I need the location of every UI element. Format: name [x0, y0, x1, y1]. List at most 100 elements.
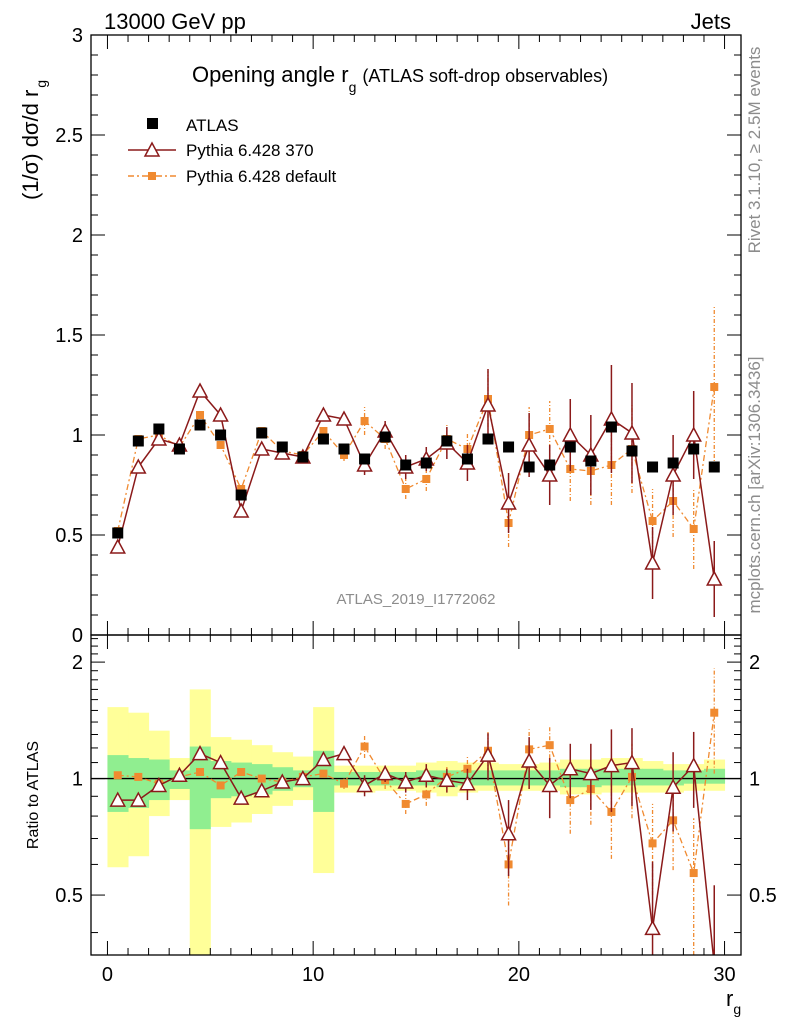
atlas-point: [688, 443, 700, 455]
ratio-p370-point: [664, 778, 682, 794]
x-tick-label: 10: [302, 964, 324, 986]
ratio-p370-point: [109, 791, 126, 807]
uncertainty-band-inner: [107, 755, 129, 812]
ratio-pdef-point: [566, 796, 575, 805]
analysis-watermark: ATLAS_2019_I1772062: [336, 591, 495, 608]
pdef-point: [422, 475, 431, 483]
title-rest: (ATLAS soft-drop observables): [362, 66, 608, 86]
ratio-pdef-point: [134, 772, 143, 781]
ratio-pdef-point: [710, 708, 719, 717]
ratio-p370-point: [232, 789, 250, 805]
atlas-point: [441, 435, 453, 447]
atlas-point: [317, 433, 329, 445]
ratio-y-tick-label-left: 1: [72, 769, 83, 791]
y-tick-label: 2.5: [55, 125, 83, 147]
ratio-p370-point: [541, 776, 558, 793]
category-label: Jets: [691, 9, 731, 34]
ratio-pdef-point: [340, 779, 349, 788]
pdef-point: [689, 525, 698, 533]
y-tick-label-zero: 0: [72, 625, 83, 647]
atlas-point: [523, 461, 535, 473]
pdef-point: [360, 417, 369, 425]
x-tick-label: 30: [713, 964, 735, 986]
ratio-pdef-point: [196, 767, 205, 776]
ratio-pdef-point: [237, 767, 246, 776]
ratio-p370-point: [171, 766, 188, 783]
legend-label-p370: Pythia 6.428 370: [186, 141, 314, 160]
legend-label-atlas: ATLAS: [186, 116, 239, 135]
ratio-p370-point: [294, 769, 312, 786]
ratio-p370-point: [685, 757, 702, 773]
atlas-point: [605, 421, 617, 433]
ratio-pdef-point: [216, 781, 225, 790]
ratio-plot: 0.5 0.51 12 20 10 20 30: [55, 634, 777, 986]
p370-point: [520, 436, 538, 452]
main-ylabel: (1/σ) dσ/d r g: [18, 80, 49, 200]
ratio-p370-point: [479, 746, 497, 762]
p370-point: [335, 410, 353, 426]
uncertainty-band-inner: [210, 761, 232, 799]
pdef-point: [237, 485, 246, 493]
pdef-point: [545, 425, 554, 433]
p370-point: [500, 494, 517, 510]
legend: ATLAS Pythia 6.428 370 Pythia 6.428 defa…: [128, 116, 337, 186]
ratio-p370-point: [562, 760, 579, 776]
p370-line: [117, 389, 716, 580]
atlas-point: [379, 431, 391, 443]
ratio-p370-point: [253, 782, 270, 798]
p370-point: [253, 440, 270, 456]
atlas-point: [132, 435, 144, 447]
p370-point: [232, 502, 250, 518]
atlas-point: [482, 433, 494, 445]
pdef-point: [648, 517, 657, 525]
p370-point: [685, 426, 702, 442]
atlas-point: [173, 443, 185, 455]
p370-point: [644, 554, 661, 570]
ratio-p370-point: [418, 766, 435, 783]
y-tick-label: 0.5: [55, 525, 83, 547]
ratio-pdef-line: [117, 712, 715, 874]
ylabel-sub: g: [33, 80, 49, 88]
p370-point: [150, 430, 168, 446]
atlas-point: [153, 423, 165, 435]
atlas-point: [420, 457, 432, 469]
atlas-point: [276, 441, 288, 453]
pdef-point: [196, 411, 205, 419]
atlas-point: [585, 455, 597, 467]
atlas-point: [338, 443, 350, 455]
xlabel-main: r: [726, 986, 733, 1011]
atlas-point: [112, 527, 124, 539]
ratio-y-tick-label-left: 0.5: [55, 885, 83, 907]
ratio-y-tick-label-left: 2: [72, 652, 83, 674]
ratio-p370-point: [335, 745, 353, 761]
p370-point: [541, 466, 558, 482]
atlas-point: [194, 419, 206, 431]
legend-label-pdef: Pythia 6.428 default: [186, 167, 337, 186]
ylabel-main: (1/σ) dσ/d r: [18, 90, 43, 200]
atlas-point: [359, 453, 371, 465]
atlas-point: [461, 453, 473, 465]
main-plot: 0.5 1 1.5 2 2.5 3 0: [55, 25, 742, 647]
atlas-point: [647, 461, 659, 473]
ratio-p370-point: [623, 753, 641, 770]
mcplots-label: mcplots.cern.ch [arXiv:1306.3436]: [745, 356, 764, 613]
ratio-p370-point: [191, 745, 209, 761]
ratio-pdef-point: [648, 839, 657, 848]
p370-point: [191, 382, 209, 398]
ratio-data-layer: [109, 668, 719, 955]
ratio-pdef-point: [401, 799, 410, 808]
main-title: Opening angle rg (ATLAS soft-drop observa…: [192, 62, 608, 95]
title-sub: g: [349, 79, 357, 95]
p370-point: [130, 458, 147, 474]
pdef-point: [710, 383, 719, 391]
p370-point: [623, 424, 641, 440]
p370-point: [109, 538, 126, 554]
atlas-point: [400, 459, 412, 471]
pdef-line: [117, 386, 715, 532]
x-tick-label: 0: [102, 964, 113, 986]
ratio-pdef-point: [319, 769, 328, 778]
xlabel-sub: g: [733, 1001, 741, 1017]
ratio-pdef-point: [422, 790, 431, 799]
atlas-point: [708, 461, 720, 473]
y-tick-label: 1: [72, 425, 83, 447]
